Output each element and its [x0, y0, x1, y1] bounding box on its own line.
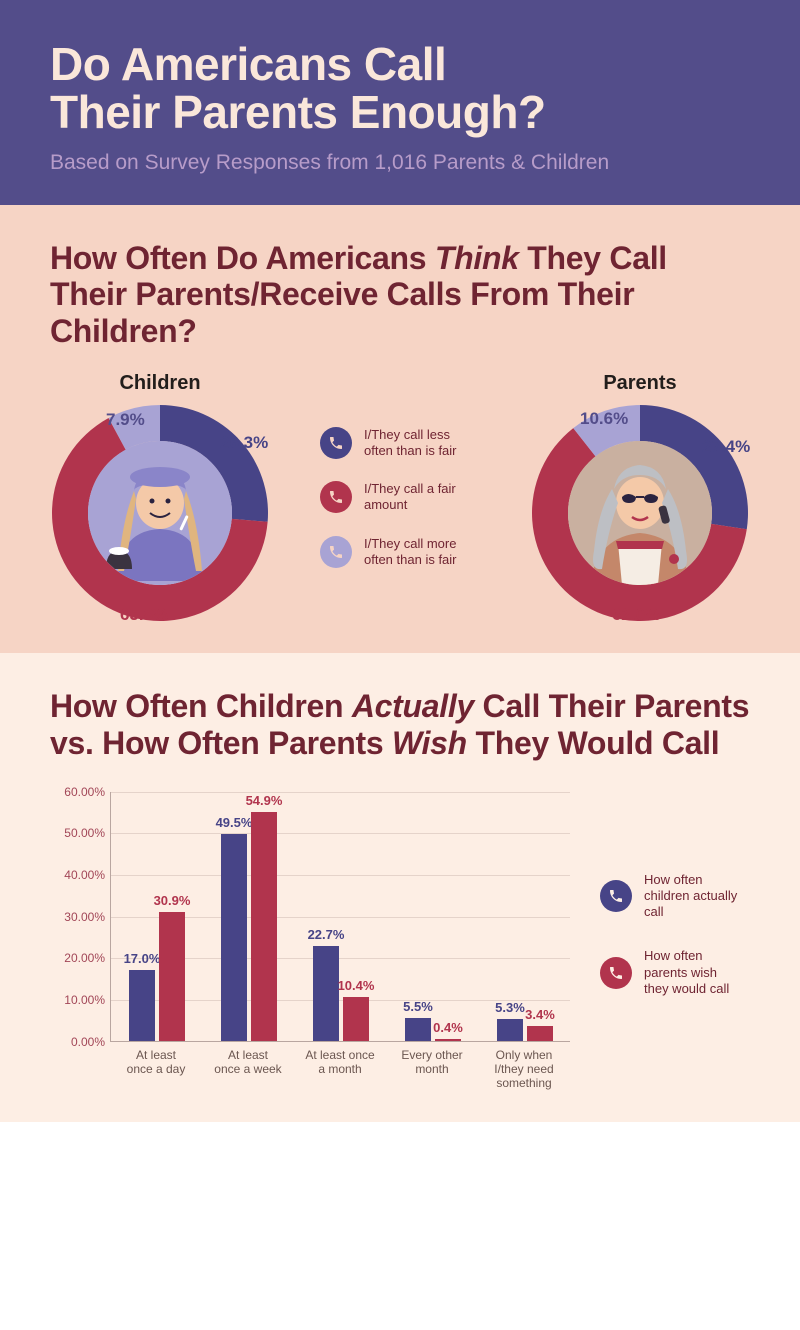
bar-plot: 17.0%30.9%49.5%54.9%22.7%10.4%5.5%0.4%5.…: [110, 792, 570, 1042]
donut-parents: Parents 27.4% 62.0% 10.6%: [530, 372, 750, 623]
y-axis-tick: 10.00%: [50, 993, 105, 1007]
bar-legend: How often children actually call How ofte…: [600, 872, 740, 998]
donut-parents-title: Parents: [530, 372, 750, 395]
donut-value-label: 65.8%: [120, 605, 168, 625]
legend-text: I/They call more often than is fair: [364, 536, 480, 569]
bar-value-label: 54.9%: [246, 793, 283, 808]
gridline: [111, 875, 570, 876]
bar-group: 17.0%30.9%: [129, 912, 185, 1041]
bar-value-label: 3.4%: [525, 1007, 555, 1022]
bar: 49.5%: [221, 834, 247, 1040]
donut-children-chart: 26.3% 65.8% 7.9%: [50, 403, 270, 623]
bar-value-label: 5.5%: [403, 999, 433, 1014]
bar-value-label: 30.9%: [154, 893, 191, 908]
bar: 54.9%: [251, 812, 277, 1041]
legend-item: I/They call less often than is fair: [320, 427, 480, 460]
title-line-2: Their Parents Enough?: [50, 86, 546, 138]
phone-icon: [320, 427, 352, 459]
y-axis-tick: 0.00%: [50, 1035, 105, 1049]
y-axis-tick: 60.00%: [50, 785, 105, 799]
parents-avatar-icon: [568, 441, 712, 585]
children-avatar-icon: [88, 441, 232, 585]
bar-group: 22.7%10.4%: [313, 946, 369, 1041]
donut-value-label: 26.3%: [220, 433, 268, 453]
y-axis-tick: 50.00%: [50, 826, 105, 840]
x-axis-label: At least oncea month: [294, 1048, 386, 1077]
subtitle: Based on Survey Responses from 1,016 Par…: [50, 151, 750, 175]
phone-icon: [320, 481, 352, 513]
section1-title: How Often Do Americans Think They Call T…: [50, 240, 750, 350]
donut-value-label: 27.4%: [702, 437, 750, 457]
donut-value-label: 62.0%: [612, 605, 660, 625]
gridline: [111, 833, 570, 834]
legend-text: I/They call a fair amount: [364, 481, 480, 514]
donut-value-label: 10.6%: [580, 409, 628, 429]
legend-text: How often parents wish they would call: [644, 948, 740, 997]
donut-legend: I/They call less often than is fair I/The…: [320, 427, 480, 569]
y-axis-tick: 40.00%: [50, 868, 105, 882]
bar: 0.4%: [435, 1039, 461, 1041]
bar-chart: 17.0%30.9%49.5%54.9%22.7%10.4%5.5%0.4%5.…: [50, 792, 580, 1092]
bar: 30.9%: [159, 912, 185, 1041]
bar-value-label: 17.0%: [124, 951, 161, 966]
bar-value-label: 10.4%: [338, 978, 375, 993]
y-axis-tick: 20.00%: [50, 951, 105, 965]
phone-icon: [600, 880, 632, 912]
bar: 3.4%: [527, 1026, 553, 1040]
bar-value-label: 5.3%: [495, 1000, 525, 1015]
donut-value-label: 7.9%: [106, 410, 145, 430]
bar-value-label: 49.5%: [216, 815, 253, 830]
section-actual: How Often Children Actually Call Their P…: [0, 653, 800, 1122]
legend-text: I/They call less often than is fair: [364, 427, 480, 460]
bar-chart-area: 17.0%30.9%49.5%54.9%22.7%10.4%5.5%0.4%5.…: [50, 792, 750, 1092]
bar-value-label: 22.7%: [308, 927, 345, 942]
legend-item: I/They call more often than is fair: [320, 536, 480, 569]
bar: 5.3%: [497, 1019, 523, 1041]
donut-children-title: Children: [50, 372, 270, 395]
main-title: Do Americans Call Their Parents Enough?: [50, 40, 750, 137]
legend-item: How often children actually call: [600, 872, 740, 921]
donuts-row: Children 26.3% 65.8% 7.9% I/They call less…: [50, 372, 750, 623]
bar: 10.4%: [343, 997, 369, 1040]
phone-icon: [320, 536, 352, 568]
x-axis-label: Only whenI/they needsomething: [478, 1048, 570, 1091]
legend-item: I/They call a fair amount: [320, 481, 480, 514]
donut-children: Children 26.3% 65.8% 7.9%: [50, 372, 270, 623]
section2-title: How Often Children Actually Call Their P…: [50, 688, 750, 762]
section-think: How Often Do Americans Think They Call T…: [0, 205, 800, 653]
header: Do Americans Call Their Parents Enough? …: [0, 0, 800, 205]
gridline: [111, 792, 570, 793]
bar-group: 5.3% 3.4%: [497, 1019, 553, 1041]
bar-group: 5.5%0.4%: [405, 1018, 461, 1041]
bar: 17.0%: [129, 970, 155, 1041]
phone-icon: [600, 957, 632, 989]
x-axis-label: At leastonce a day: [110, 1048, 202, 1077]
x-axis-label: Every othermonth: [386, 1048, 478, 1077]
bar: 22.7%: [313, 946, 339, 1041]
y-axis-tick: 30.00%: [50, 910, 105, 924]
legend-text: How often children actually call: [644, 872, 740, 921]
donut-parents-chart: 27.4% 62.0% 10.6%: [530, 403, 750, 623]
bar-value-label: 0.4%: [433, 1020, 463, 1035]
legend-item: How often parents wish they would call: [600, 948, 740, 997]
x-axis-label: At leastonce a week: [202, 1048, 294, 1077]
bar-group: 49.5%54.9%: [221, 812, 277, 1041]
bar: 5.5%: [405, 1018, 431, 1041]
title-line-1: Do Americans Call: [50, 38, 446, 90]
